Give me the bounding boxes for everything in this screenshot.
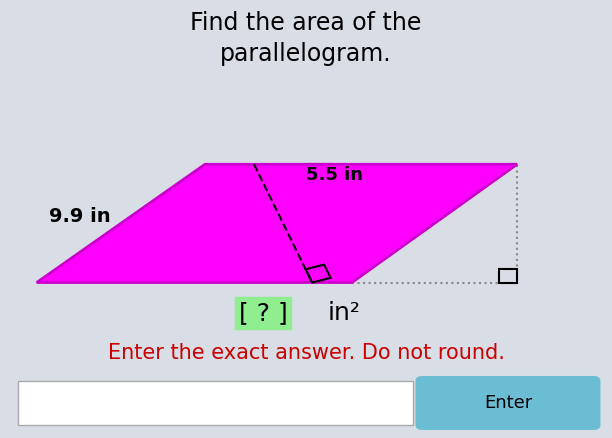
Polygon shape — [37, 164, 517, 283]
Polygon shape — [499, 269, 517, 283]
Text: [ ? ]: [ ? ] — [239, 301, 288, 325]
Text: Enter the exact answer. Do not round.: Enter the exact answer. Do not round. — [108, 343, 504, 363]
Text: 9.9 in: 9.9 in — [49, 207, 110, 226]
FancyBboxPatch shape — [18, 381, 413, 425]
Text: Find the area of the: Find the area of the — [190, 11, 422, 35]
Text: parallelogram.: parallelogram. — [220, 42, 392, 66]
FancyBboxPatch shape — [416, 377, 600, 429]
Text: in²: in² — [327, 301, 360, 325]
Text: Enter: Enter — [484, 394, 532, 412]
Text: 5.5 in: 5.5 in — [306, 166, 363, 184]
